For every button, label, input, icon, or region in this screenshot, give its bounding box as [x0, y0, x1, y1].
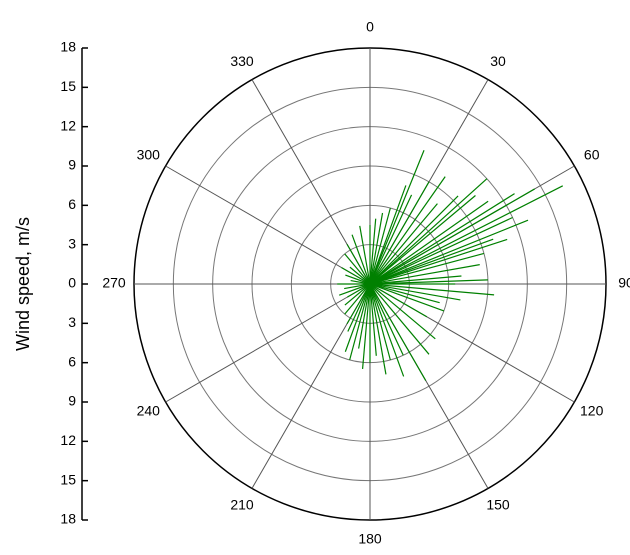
- wind-vector: [345, 274, 371, 285]
- wind-vector: [369, 283, 445, 312]
- wind-vector: [369, 185, 564, 285]
- angle-label: 270: [102, 275, 126, 291]
- angle-label: 330: [230, 53, 254, 69]
- wind-vector: [369, 283, 440, 304]
- wind-vector: [369, 203, 438, 285]
- angle-label: 300: [137, 147, 161, 163]
- wind-vector: [369, 181, 430, 285]
- grid-spoke: [165, 283, 371, 403]
- wind-vector: [369, 264, 480, 285]
- wind-vector: [358, 283, 371, 349]
- wind-vector: [369, 200, 489, 285]
- y-tick-label: 6: [68, 196, 76, 212]
- y-tick-label: 3: [68, 314, 76, 330]
- wind-vector: [369, 216, 513, 285]
- angle-label: 240: [137, 403, 161, 419]
- y-tick-label: 12: [60, 117, 76, 133]
- grid-spoke: [165, 165, 371, 285]
- y-tick-label: 0: [68, 275, 76, 291]
- wind-vector: [369, 188, 535, 285]
- y-tick-label: 6: [68, 353, 76, 369]
- y-tick-label: 12: [60, 432, 76, 448]
- wind-vector: [369, 195, 459, 285]
- angle-label: 210: [230, 496, 254, 512]
- wind-vector: [338, 283, 371, 296]
- y-tick-label: 18: [60, 39, 76, 55]
- axis-label: Wind speed, m/s: [13, 217, 33, 351]
- wind-vector: [369, 252, 485, 285]
- wind-vector: [369, 283, 387, 375]
- y-tick-label: 15: [60, 471, 76, 487]
- angle-label: 30: [490, 53, 506, 69]
- wind-vector: [346, 243, 371, 285]
- wind-vector: [369, 283, 405, 377]
- y-tick-label: 15: [60, 78, 76, 94]
- wind-vector: [369, 238, 494, 285]
- angle-label: 150: [486, 496, 510, 512]
- wind-vector: [369, 207, 391, 285]
- wind-vector: [369, 283, 430, 355]
- wind-vector: [369, 150, 425, 285]
- wind-vector: [369, 176, 446, 285]
- wind-vector: [369, 283, 377, 356]
- wind-vector: [344, 283, 371, 315]
- wind-vector: [369, 283, 427, 381]
- y-tick-label: 18: [60, 511, 76, 527]
- wind-vector: [369, 185, 407, 285]
- y-tick-label: 3: [68, 235, 76, 251]
- wind-vector: [344, 283, 371, 352]
- wind-vector: [369, 279, 488, 285]
- wind-vector: [369, 283, 428, 318]
- wind-vector: [369, 178, 488, 285]
- wind-vector: [369, 195, 476, 285]
- angle-label: 60: [584, 147, 600, 163]
- y-tick-label: 9: [68, 393, 76, 409]
- wind-vector: [361, 283, 371, 369]
- wind-vector: [344, 283, 371, 290]
- wind-vector: [369, 212, 384, 285]
- wind-vector: [369, 218, 377, 285]
- wind-vector: [344, 283, 371, 306]
- wind-vector: [344, 253, 371, 285]
- y-tick-label: 9: [68, 157, 76, 173]
- angle-label: 90: [618, 275, 630, 291]
- wind-vector: [349, 266, 371, 285]
- wind-vector: [369, 283, 461, 301]
- wind-vector: [359, 225, 371, 285]
- wind-vector: [369, 283, 495, 296]
- wind-vector: [369, 283, 391, 361]
- vectors: [337, 150, 564, 381]
- angle-label: 180: [358, 531, 382, 547]
- wind-vector: [369, 283, 436, 340]
- wind-vector: [369, 193, 515, 285]
- wind-vector: [369, 194, 413, 285]
- wind-vector: [349, 283, 371, 361]
- wind-vector: [369, 238, 508, 285]
- wind-vector: [341, 267, 371, 285]
- angle-label: 0: [366, 19, 374, 35]
- wind-vector: [369, 275, 462, 285]
- wind-vector: [369, 219, 529, 285]
- wind-vector: [347, 283, 371, 332]
- angle-label: 120: [580, 403, 604, 419]
- wind-vector: [369, 283, 404, 356]
- wind-vector: [346, 283, 371, 298]
- wind-vector: [346, 283, 371, 325]
- wind-vector: [351, 234, 371, 285]
